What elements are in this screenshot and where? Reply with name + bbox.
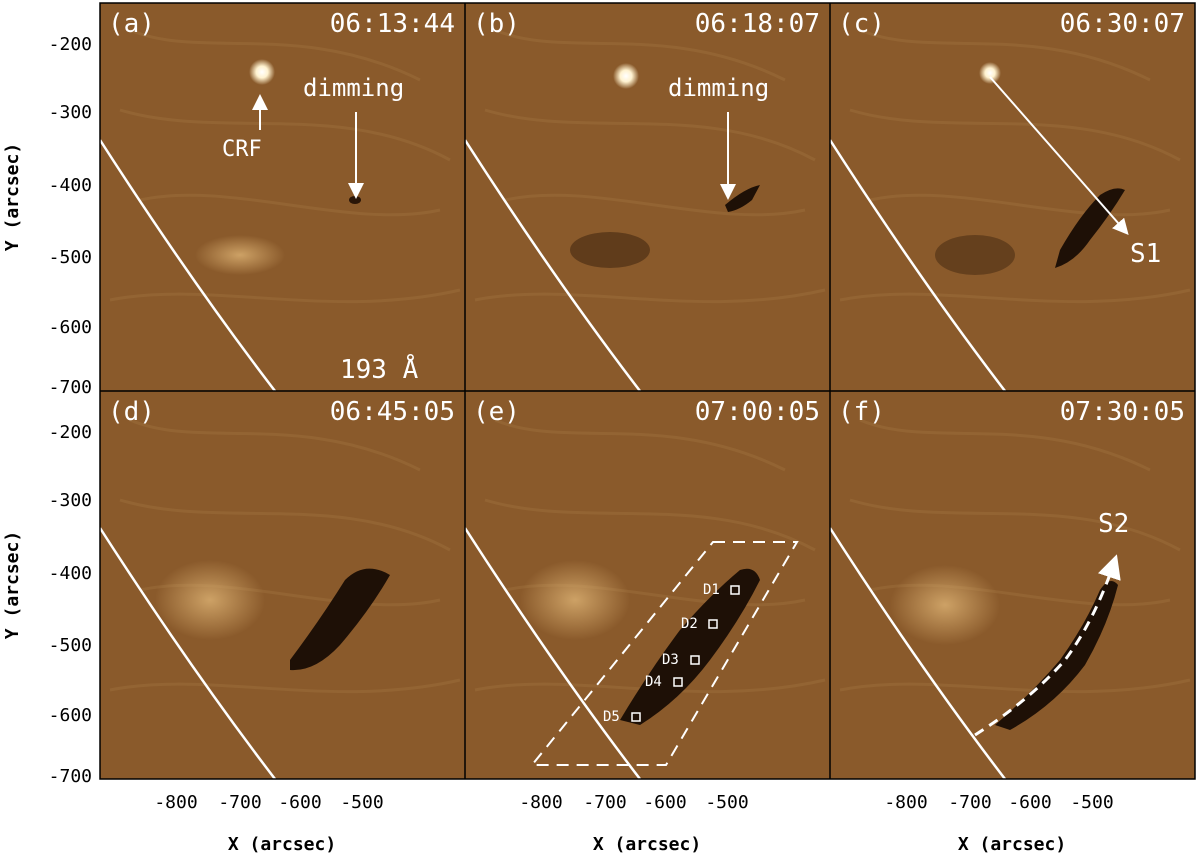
y-tick: -700 [49, 766, 92, 787]
x-tick: -700 [583, 792, 626, 813]
x-axis-title: X (arcsec) [958, 834, 1066, 855]
y-tick: -500 [49, 247, 92, 268]
box-d4 [673, 677, 683, 687]
box-label-d1: D1 [703, 582, 720, 598]
y-axis-bottom: -200 -300 -400 -500 -600 -700 [49, 422, 92, 787]
panel-label: (e) [473, 397, 520, 427]
dimming-region [995, 581, 1118, 730]
y-tick: -200 [49, 34, 92, 55]
y-tick: -700 [49, 377, 92, 398]
wavelength-label: 193 Å [340, 353, 419, 385]
y-tick: -600 [49, 705, 92, 726]
y-axis-top: -200 -300 -400 -500 -600 -700 [49, 34, 92, 398]
x-axis-title: X (arcsec) [593, 834, 701, 855]
dark-patch [570, 232, 650, 268]
solar-limb [465, 527, 641, 779]
y-tick: -300 [49, 102, 92, 123]
box-d1 [730, 585, 740, 595]
crf-label: CRF [222, 137, 262, 162]
y-tick: -600 [49, 317, 92, 338]
panel-label: (a) [108, 9, 155, 39]
timestamp: 06:13:44 [330, 9, 455, 39]
bright-patch [520, 560, 630, 640]
s2-arrow [974, 554, 1121, 737]
panel-label: (d) [108, 397, 155, 427]
box-d2 [708, 619, 718, 629]
y-tick: -400 [49, 563, 92, 584]
dark-patch [935, 235, 1015, 275]
box-d5 [631, 712, 641, 722]
x-tick: -700 [948, 792, 991, 813]
panel-frames [99, 2, 1196, 780]
y-tick: -200 [49, 422, 92, 443]
x-tick: -600 [1008, 792, 1051, 813]
x-tick: -800 [519, 792, 562, 813]
solar-limb [465, 139, 641, 391]
box-label-d4: D4 [645, 674, 662, 690]
selection-region [529, 541, 799, 766]
panel-f [830, 391, 1195, 779]
x-tick: -500 [340, 792, 383, 813]
crf-flare [979, 62, 1001, 84]
panel-label: (b) [473, 9, 520, 39]
y-axis-title: Y (arcsec) [2, 143, 23, 251]
box-label-d3: D3 [662, 652, 679, 668]
x-tick: -600 [278, 792, 321, 813]
dimming-region [349, 196, 361, 204]
s2-label: S2 [1098, 509, 1129, 539]
y-tick: -400 [49, 175, 92, 196]
dimming-label: dimming [303, 74, 404, 102]
y-tick: -500 [49, 635, 92, 656]
panel-c [830, 3, 1195, 391]
solar-limb [830, 139, 1006, 391]
panel-e-background [465, 391, 830, 779]
timestamp: 06:18:07 [695, 9, 820, 39]
timestamp: 07:00:05 [695, 397, 820, 427]
box-label-d5: D5 [603, 709, 620, 725]
y-axis-title: Y (arcsec) [2, 531, 23, 639]
panel-d-background [100, 391, 465, 779]
s1-label: S1 [1130, 239, 1161, 269]
timestamp: 06:30:07 [1060, 9, 1185, 39]
dimming-region [1055, 188, 1125, 268]
panel-d [100, 391, 465, 779]
y-tick: -300 [49, 490, 92, 511]
panel-label: (c) [838, 9, 885, 39]
x-axis-c: -800 -700 -600 -500 X (arcsec) [884, 792, 1113, 855]
x-tick: -600 [643, 792, 686, 813]
crf-flare [249, 59, 275, 85]
panel-a [100, 3, 465, 391]
bright-patch [890, 565, 1000, 645]
dimming-region [725, 185, 760, 212]
x-tick: -500 [705, 792, 748, 813]
crf-flare [613, 63, 639, 89]
timestamp: 07:30:05 [1060, 397, 1185, 427]
x-tick: -500 [1070, 792, 1113, 813]
x-tick: -800 [154, 792, 197, 813]
solar-limb [100, 527, 276, 779]
x-axis-b: -800 -700 -600 -500 X (arcsec) [519, 792, 748, 855]
x-axis-title: X (arcsec) [228, 834, 336, 855]
panel-label: (f) [838, 397, 885, 427]
panel-e [465, 391, 830, 779]
bright-patch [195, 235, 285, 275]
box-d3 [690, 655, 700, 665]
box-label-d2: D2 [681, 616, 698, 632]
x-axis-a: -800 -700 -600 -500 X (arcsec) [154, 792, 383, 855]
solar-limb [830, 527, 1006, 779]
dimming-region [620, 568, 760, 725]
x-tick: -800 [884, 792, 927, 813]
dimming-label: dimming [668, 74, 769, 102]
timestamp: 06:45:05 [330, 397, 455, 427]
s1-arrow [989, 76, 1129, 236]
x-tick: -700 [218, 792, 261, 813]
solar-limb [100, 139, 276, 391]
panel-b [465, 3, 830, 391]
dimming-region [290, 568, 390, 671]
bright-patch [155, 560, 265, 640]
